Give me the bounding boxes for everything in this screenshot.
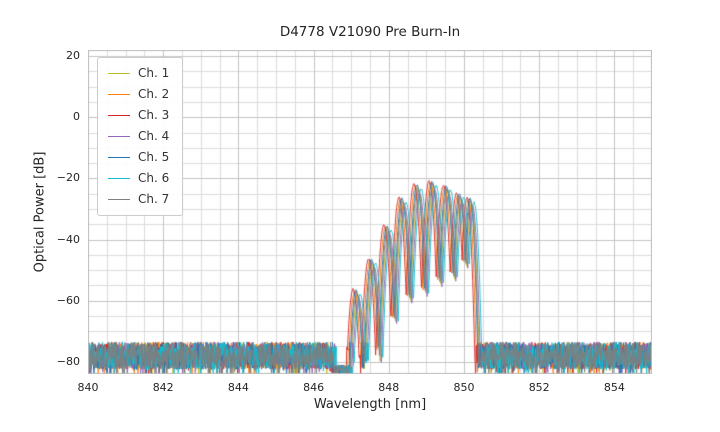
legend-line-swatch	[108, 136, 130, 137]
y-tick-label: −60	[56, 293, 80, 307]
y-tick-label: −20	[56, 171, 80, 185]
x-tick-label: 844	[227, 381, 249, 394]
legend-label: Ch. 3	[138, 108, 170, 122]
legend-item: Ch. 2	[108, 87, 169, 102]
y-tick-label: −40	[56, 232, 80, 246]
legend-item: Ch. 4	[108, 129, 169, 144]
x-tick-label: 852	[528, 381, 550, 394]
legend-item: Ch. 1	[108, 66, 169, 81]
legend-label: Ch. 6	[138, 171, 170, 185]
legend: Ch. 1 Ch. 2 Ch. 3 Ch. 4 Ch. 5 Ch. 6 Ch. 7	[97, 57, 184, 216]
legend-label: Ch. 5	[138, 150, 170, 164]
x-tick-label: 846	[303, 381, 325, 394]
x-tick-label: 850	[453, 381, 475, 394]
y-tick-label: −80	[56, 354, 80, 368]
legend-item: Ch. 6	[108, 171, 169, 186]
legend-line-swatch	[108, 178, 130, 179]
x-axis-label: Wavelength [nm]	[313, 397, 427, 412]
legend-line-swatch	[108, 94, 130, 95]
y-tick-label: 0	[73, 110, 80, 124]
legend-item: Ch. 5	[108, 150, 169, 165]
legend-line-swatch	[108, 115, 130, 116]
x-tick-label: 848	[378, 381, 400, 394]
x-tick-label: 842	[152, 381, 174, 394]
y-axis-label: Optical Power [dB]	[32, 151, 48, 273]
legend-item: Ch. 3	[108, 108, 169, 123]
x-tick-label: 840	[77, 381, 99, 394]
legend-line-swatch	[108, 199, 130, 200]
legend-line-swatch	[108, 73, 130, 74]
legend-label: Ch. 1	[138, 66, 170, 80]
legend-label: Ch. 7	[138, 192, 170, 206]
x-tick-label: 854	[603, 381, 625, 394]
legend-item: Ch. 7	[108, 192, 169, 207]
chart-title: D4778 V21090 Pre Burn-In	[279, 24, 461, 40]
legend-line-swatch	[108, 157, 130, 158]
legend-label: Ch. 4	[138, 129, 170, 143]
y-tick-label: 20	[66, 49, 80, 63]
legend-label: Ch. 2	[138, 87, 170, 101]
